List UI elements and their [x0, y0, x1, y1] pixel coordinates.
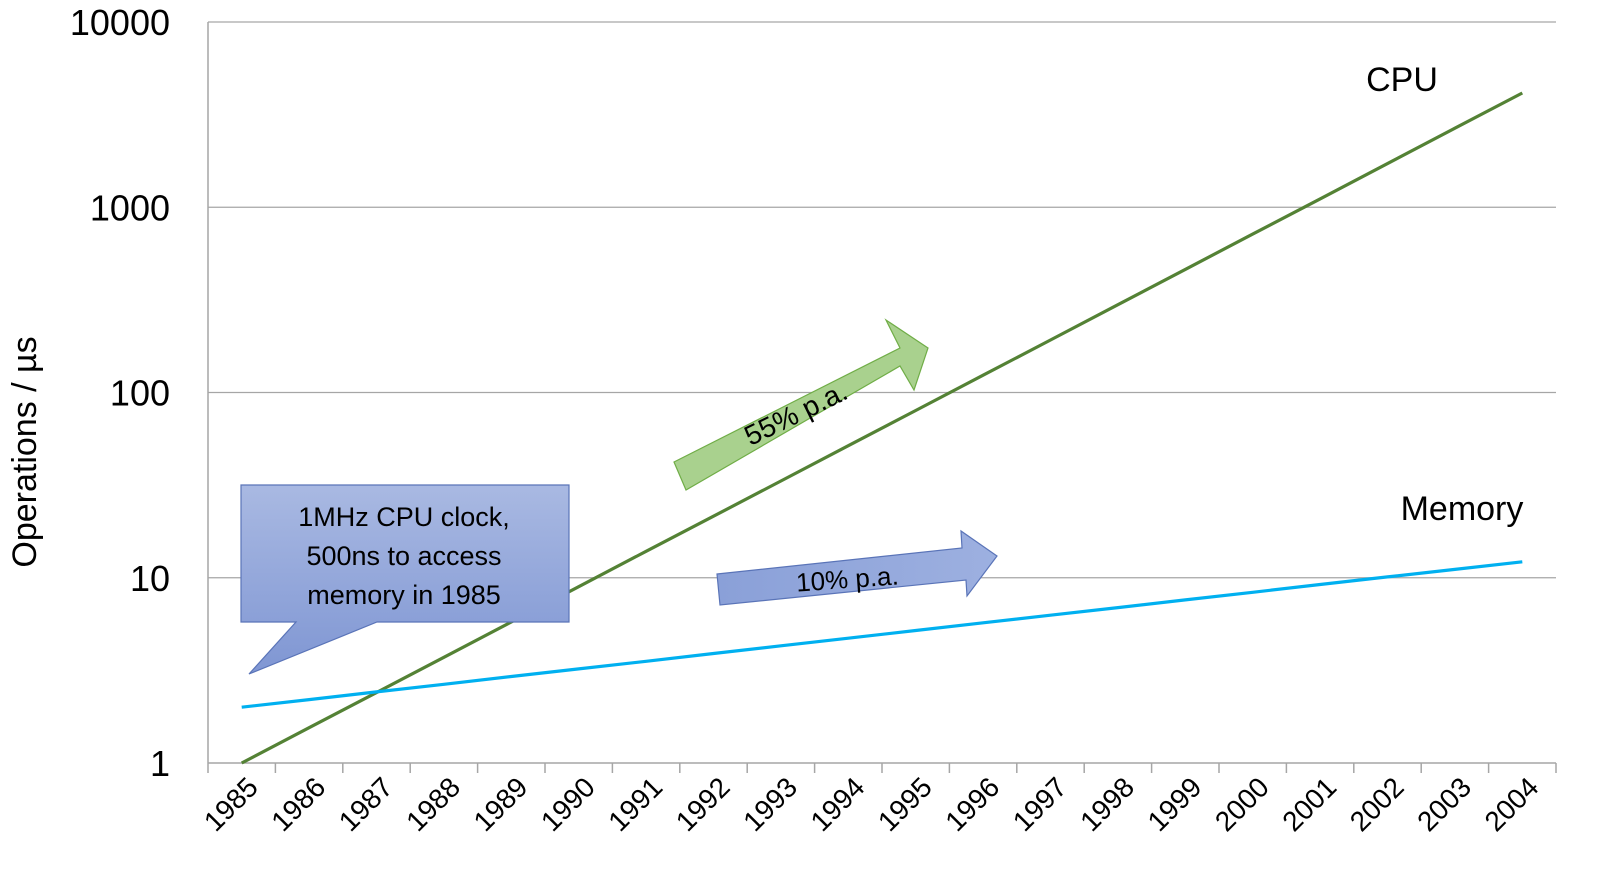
y-axis-label: Operations / µs: [6, 336, 44, 567]
y-tick-label: 100: [110, 373, 170, 414]
callout-line-2: 500ns to access: [306, 541, 501, 571]
series-line-memory: [241, 560, 1523, 709]
axes: [207, 22, 1557, 773]
x-tick-label: 1985: [198, 771, 264, 837]
x-tick-label: 1988: [400, 771, 466, 837]
x-tick-label: 2000: [1209, 771, 1275, 837]
x-tick-label: 2002: [1344, 771, 1410, 837]
x-tick-label: 2003: [1411, 771, 1477, 837]
x-tick-label: 1998: [1074, 771, 1140, 837]
cpu-growth-label: 55% p.a.: [739, 375, 852, 451]
memory-growth-label: 10% p.a.: [795, 560, 899, 597]
x-tick-label: 1989: [468, 771, 534, 837]
cpu-growth-arrow: 55% p.a.: [673, 318, 929, 491]
x-tick-label: 1995: [872, 771, 938, 837]
x-tick-label: 1990: [535, 771, 601, 837]
callout: 1MHz CPU clock, 500ns to access memory i…: [240, 484, 570, 675]
series-line-cpu: [240, 91, 1524, 765]
callout-line-1: 1MHz CPU clock,: [298, 502, 510, 532]
x-tick-label: 1986: [265, 771, 331, 837]
memory-growth-arrow: 10% p.a.: [716, 529, 998, 606]
series-label-cpu: CPU: [1366, 61, 1438, 99]
x-tick-label: 1991: [602, 771, 668, 837]
y-tick-label: 1: [150, 743, 170, 784]
x-tick-label: 1997: [1007, 771, 1073, 837]
x-tick-label: 2004: [1479, 771, 1545, 837]
callout-line-3: memory in 1985: [307, 580, 501, 610]
x-tick-labels: 1985 1986 1987 1988 1989 1990 1991 1992 1993 1994…: [198, 771, 1545, 837]
y-tick-labels: 1 10 100 1000 10000: [70, 2, 170, 784]
x-tick-label: 1992: [670, 771, 736, 837]
y-tick-label: 10000: [70, 2, 170, 43]
y-tick-label: 10: [130, 558, 170, 599]
x-tick-label: 1987: [333, 771, 399, 837]
x-tick-label: 1993: [737, 771, 803, 837]
y-tick-label: 1000: [90, 187, 170, 228]
x-tick-label: 1994: [805, 771, 871, 837]
series-lines: [240, 91, 1524, 765]
x-tick-label: 1999: [1142, 771, 1208, 837]
x-tick-label: 1996: [939, 771, 1005, 837]
x-tick-label: 2001: [1276, 771, 1342, 837]
series-label-memory: Memory: [1401, 490, 1524, 528]
